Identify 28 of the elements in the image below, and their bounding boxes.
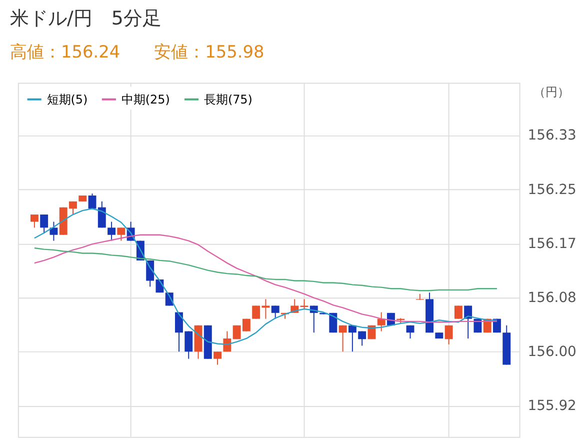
candlestick: [444, 324, 453, 345]
candlestick: [108, 221, 116, 242]
legend-label: 短期(5): [46, 92, 88, 106]
y-tick-label: 156.00: [528, 344, 576, 360]
candlestick: [464, 305, 472, 339]
y-tick-label: 156.33: [528, 128, 576, 144]
y-tick-label: 156.17: [528, 236, 576, 252]
legend-label: 中期(25): [121, 92, 170, 106]
y-tick-label: 155.92: [528, 398, 576, 414]
candlestick: [50, 221, 58, 242]
candlestick: [88, 193, 96, 210]
candlestick: [30, 214, 38, 228]
line-series: [34, 247, 498, 292]
candlestick: [214, 351, 222, 366]
legend-label: 長期(75): [204, 92, 252, 106]
y-tick-label: 156.08: [528, 290, 576, 306]
candlestick: [271, 305, 280, 320]
chart-title: 米ドル/円 5分足: [10, 8, 162, 30]
candlestick: [300, 298, 308, 310]
candlestick: [40, 214, 48, 234]
candlestick: [377, 312, 386, 332]
y-axis-title: （円）: [534, 85, 570, 100]
candlestick: [117, 227, 126, 242]
candlestick: [454, 305, 462, 320]
y-tick-label: 156.25: [528, 182, 576, 198]
candlestick: [406, 324, 414, 339]
text: 高値：156.24 安値：155.98: [10, 41, 264, 62]
candlestick: [338, 324, 347, 352]
